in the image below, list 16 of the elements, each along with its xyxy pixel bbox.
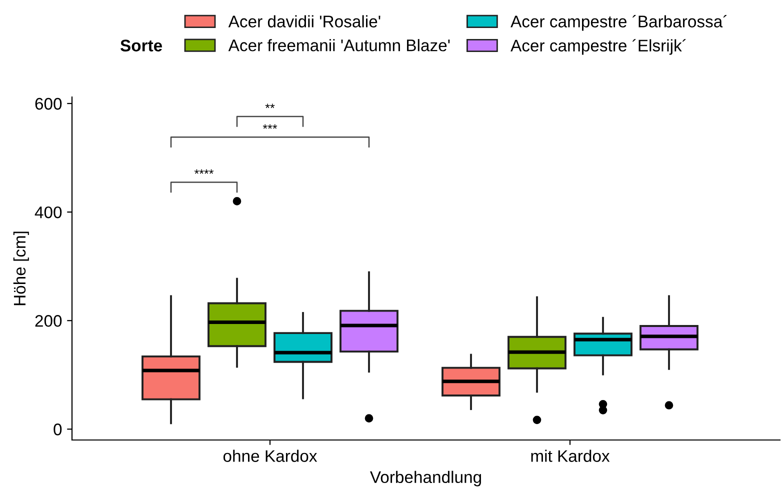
y-tick-label: 0 [54,424,62,436]
legend-label: Acer davidii 'Rosalie' [228,15,380,28]
x-tick-label: ohne Kardox [223,450,318,462]
annotation: ** [265,104,275,108]
y-tick-label: 600 [35,98,62,110]
annotation: **** [194,169,214,174]
legend-title: Sorte [120,40,162,52]
x-tick-label: mit Kardox [531,450,610,462]
annotation: *** [262,124,278,129]
legend-label: Acer campestre ´Elsrijk´ [510,39,686,55]
x-axis-title: Vorbehandlung [370,470,482,486]
y-axis-title: Höhe [cm] [13,232,29,306]
legend-label: Acer freemanii 'Autumn Blaze' [228,39,450,52]
legend-label: Acer campestre ´Barbarossa´ [510,15,727,31]
y-tick-label: 200 [35,315,62,327]
y-tick-label: 400 [34,206,62,218]
